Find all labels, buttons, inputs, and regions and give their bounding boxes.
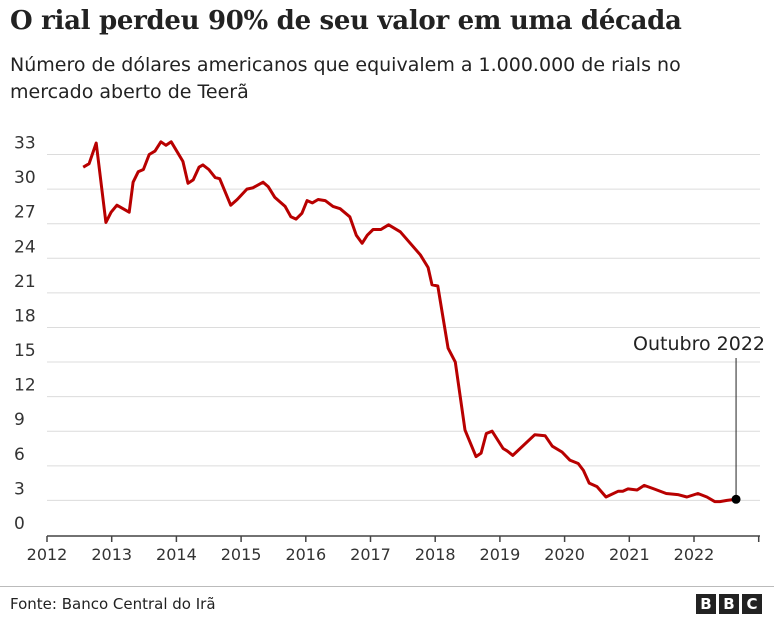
line-chart: 0 3 6 9 12 15 18 21 24 27 30 33 2012 2013 2014 2015 201… bbox=[14, 134, 765, 564]
x-tick-label: 2018 bbox=[415, 545, 456, 564]
y-tick-label: 33 bbox=[14, 134, 36, 154]
y-tick-label: 6 bbox=[14, 445, 25, 465]
x-tick-label: 2019 bbox=[480, 545, 521, 564]
y-tick-label: 15 bbox=[14, 341, 36, 361]
y-tick-label: 9 bbox=[14, 410, 25, 430]
y-tick-label: 24 bbox=[14, 237, 36, 257]
x-tick-label: 2016 bbox=[285, 545, 326, 564]
chart-title: O rial perdeu 90% de seu valor em uma dé… bbox=[10, 6, 682, 36]
chart-subtitle: Número de dólares americanos que equival… bbox=[10, 54, 681, 103]
y-tick-label: 3 bbox=[14, 479, 25, 499]
y-tick-label: 18 bbox=[14, 306, 36, 326]
y-tick-label: 21 bbox=[14, 272, 36, 292]
y-tick-label: 12 bbox=[14, 376, 36, 396]
y-tick-label: 30 bbox=[14, 168, 36, 188]
x-tick-label: 2013 bbox=[91, 545, 132, 564]
x-tick-label: 2012 bbox=[27, 545, 68, 564]
x-tick-label: 2014 bbox=[156, 545, 197, 564]
x-tick-label: 2022 bbox=[674, 545, 715, 564]
annotation-point bbox=[731, 494, 741, 504]
exchange-rate-line bbox=[82, 140, 737, 504]
x-tick-label: 2020 bbox=[544, 545, 585, 564]
x-tick-label: 2017 bbox=[350, 545, 391, 564]
x-tick-label: 2021 bbox=[609, 545, 650, 564]
annotation-label: Outubro 2022 bbox=[633, 333, 765, 355]
y-tick-label: 27 bbox=[14, 203, 36, 223]
y-tick-label: 0 bbox=[14, 514, 25, 534]
source-note: Fonte: Banco Central do Irã bbox=[10, 595, 216, 613]
footer-divider bbox=[0, 586, 774, 587]
x-tick-label: 2015 bbox=[221, 545, 262, 564]
